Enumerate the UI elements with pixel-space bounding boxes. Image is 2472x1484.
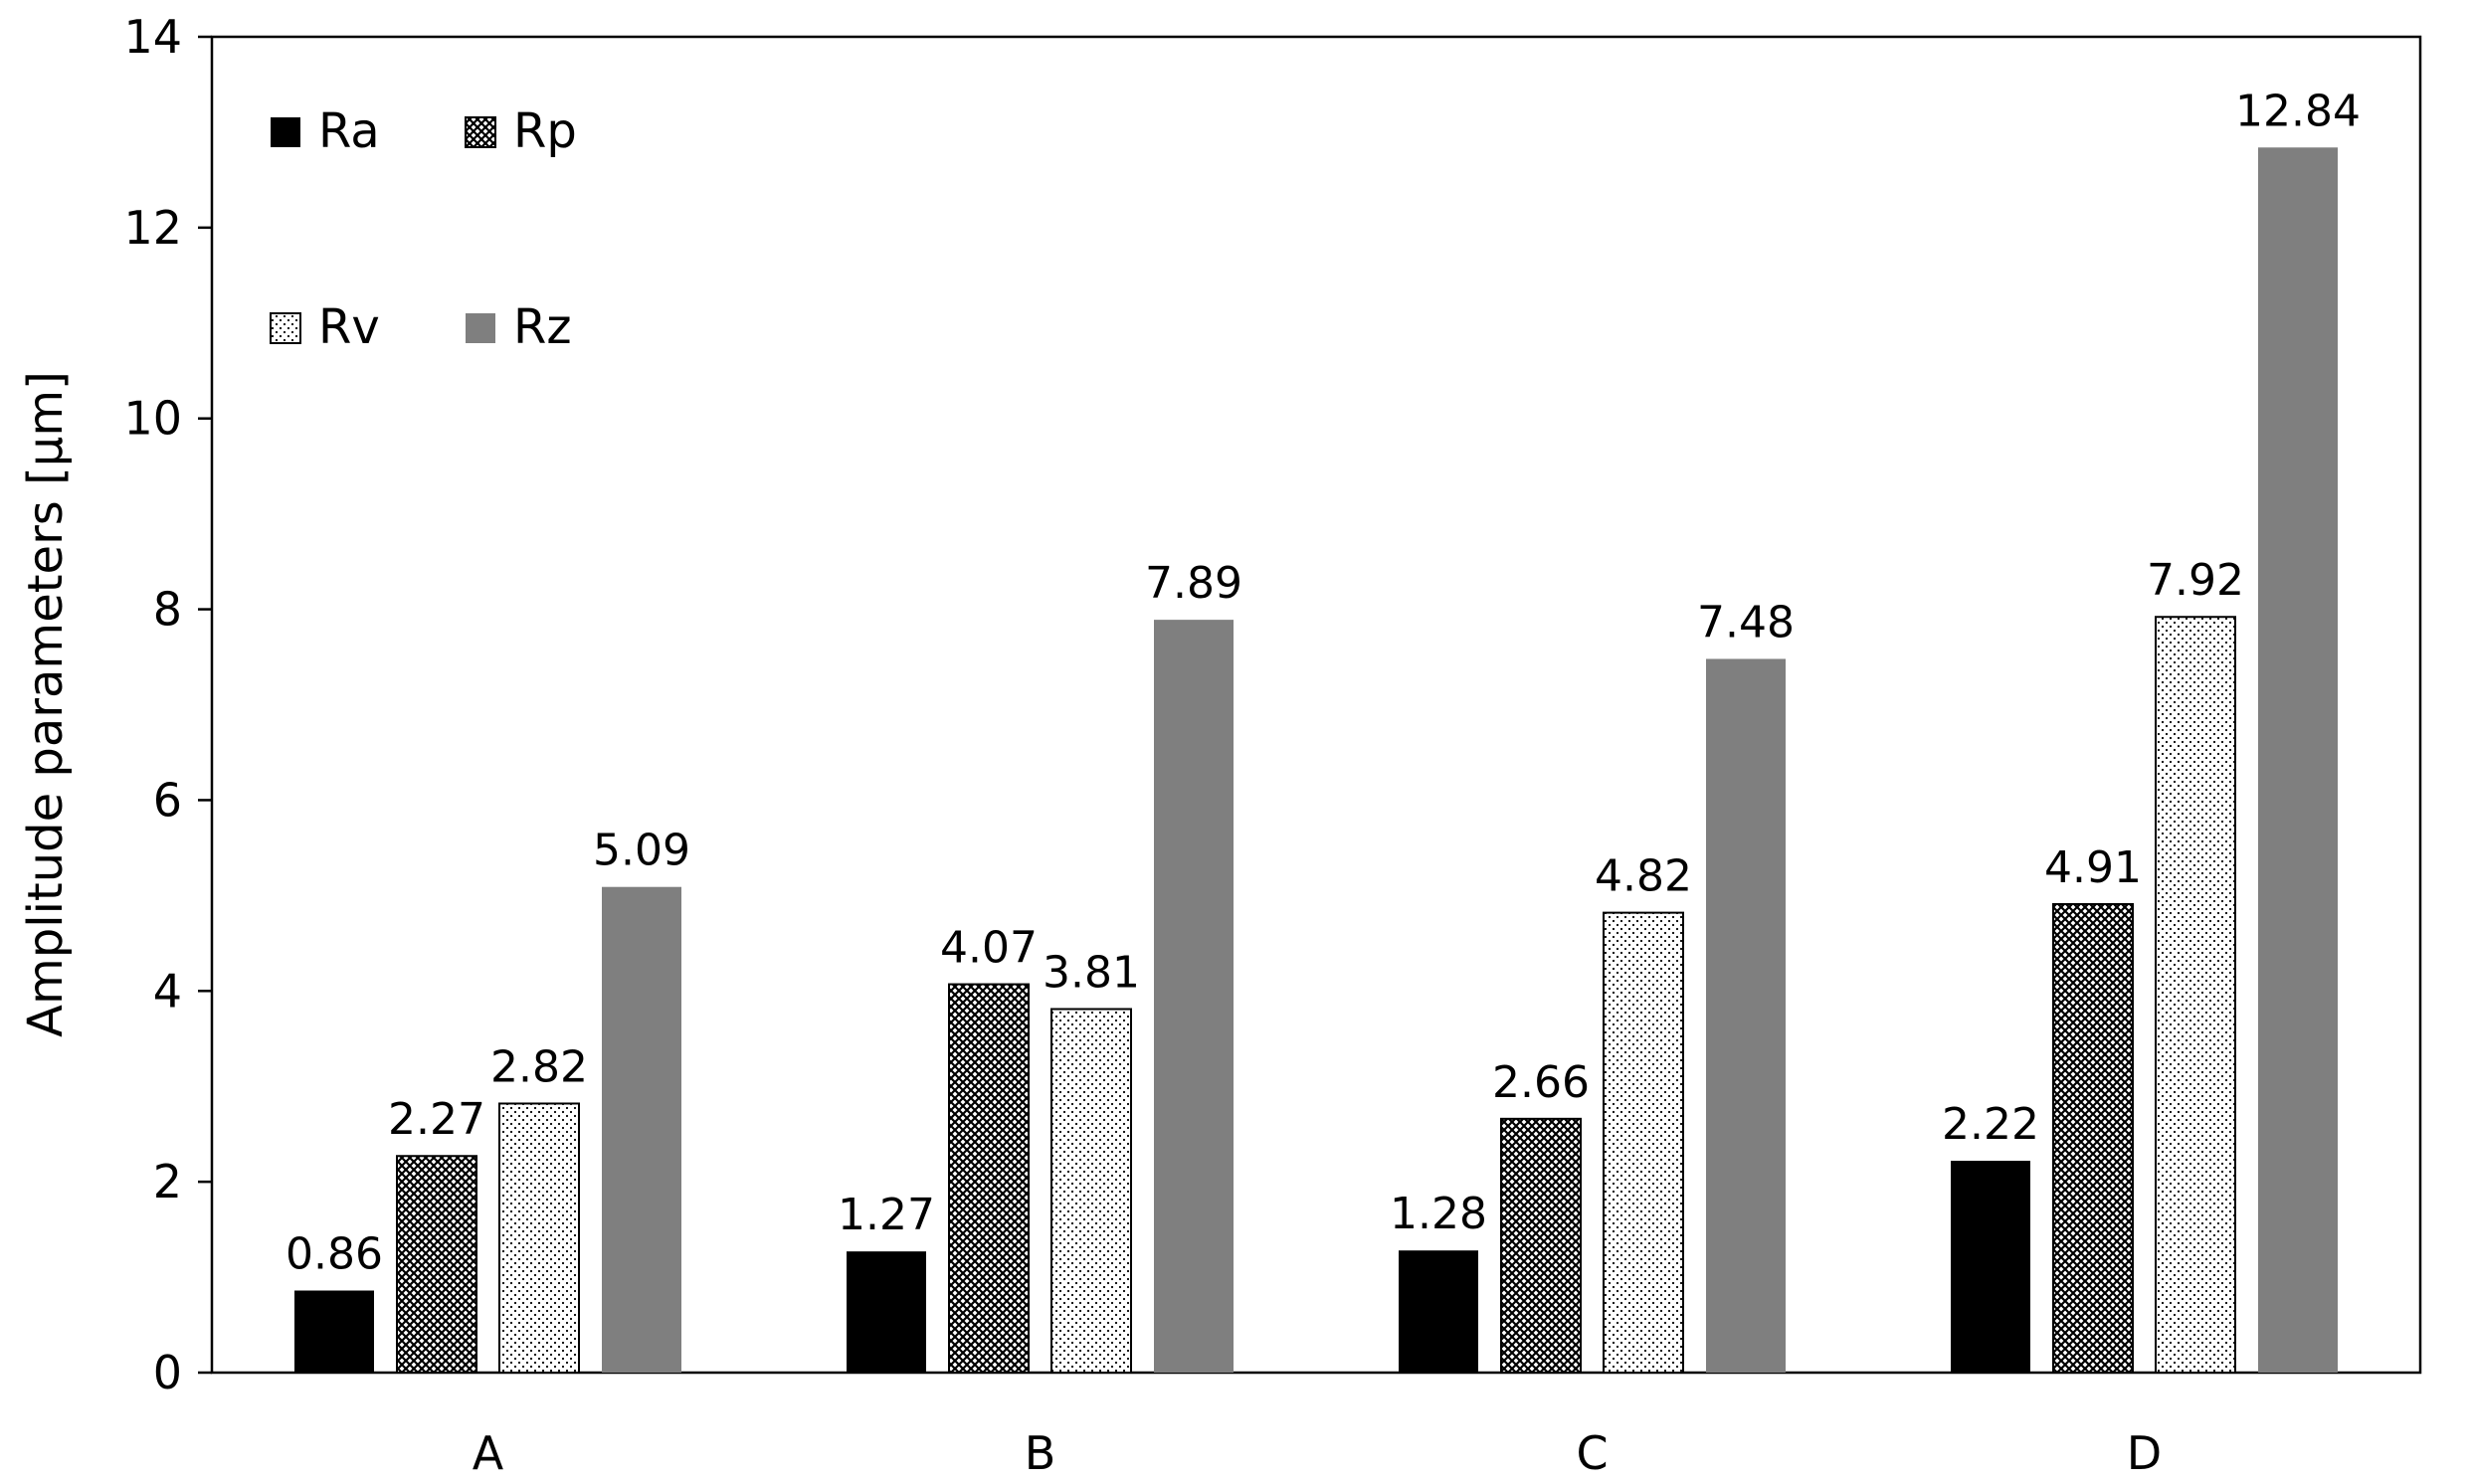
data-label-rp-d: 4.91 (2044, 842, 2142, 893)
x-tick-label: D (2127, 1426, 2162, 1480)
y-tick-label: 8 (153, 583, 182, 637)
x-tick-label: A (473, 1426, 504, 1480)
data-label-ra-b: 1.27 (838, 1190, 935, 1240)
legend-label-ra: Ra (318, 103, 380, 159)
y-axis-title: Amplitude parameters [µm] (18, 371, 74, 1037)
y-tick-label: 0 (153, 1346, 182, 1399)
bar-rp-a (396, 1155, 477, 1375)
y-tick-label: 10 (123, 392, 182, 446)
bar-rz-b (1154, 620, 1234, 1373)
data-label-rz-c: 7.48 (1697, 597, 1795, 648)
data-label-ra-a: 0.86 (285, 1229, 383, 1280)
data-label-rz-b: 7.89 (1145, 558, 1242, 609)
bar-rv-b (1050, 1008, 1132, 1374)
legend-label-rv: Rv (318, 299, 380, 355)
y-tick-label: 6 (153, 773, 182, 827)
bar-rv-a (498, 1102, 580, 1375)
y-tick-label: 12 (123, 201, 182, 255)
bar-rv-d (2155, 616, 2236, 1374)
bar-rp-b (948, 983, 1030, 1375)
bar-rp-c (1500, 1117, 1582, 1374)
data-label-ra-c: 1.28 (1390, 1189, 1487, 1239)
y-tick-label: 14 (123, 10, 182, 64)
bar-labels: 0.86 2.272.82 5.09 1.27 4.07 3.81 7.89 1.28 2.66… (285, 86, 2361, 1279)
legend-swatch-ra (271, 117, 300, 147)
bar-ra-d (1951, 1161, 2030, 1373)
bar-ra-a (294, 1290, 374, 1373)
legend: Ra Rp Rv Rz (270, 103, 577, 355)
data-label-rp-b: 4.07 (940, 923, 1038, 974)
bars (294, 147, 2338, 1375)
data-label-rz-d: 12.84 (2235, 86, 2361, 136)
x-tick-label: C (1576, 1426, 1608, 1480)
data-label-rp-c: 2.66 (1492, 1057, 1590, 1108)
plot-area-frame (210, 35, 2422, 1375)
data-label-rv-b: 3.81 (1043, 948, 1140, 999)
data-label-rv-a: 2.82 (490, 1041, 588, 1092)
legend-swatch-rz (466, 313, 495, 343)
bar-rp-d (2052, 902, 2134, 1374)
bar-ra-c (1399, 1250, 1478, 1373)
y-tick-label: 4 (153, 964, 182, 1018)
bar-rv-c (1603, 911, 1684, 1374)
y-axis: 0 2 4 6 8 10 12 14 (123, 10, 212, 1399)
legend-swatch-rp (465, 116, 496, 148)
legend-label-rz: Rz (513, 299, 572, 355)
data-label-ra-d: 2.22 (1942, 1099, 2039, 1150)
bar-rz-d (2258, 147, 2338, 1374)
data-label-rv-c: 4.82 (1595, 851, 1692, 902)
bar-ra-b (847, 1251, 926, 1373)
x-axis: A B C D (473, 1426, 2162, 1480)
legend-swatch-rv (270, 312, 301, 344)
x-tick-label: B (1025, 1426, 1056, 1480)
legend-label-rp: Rp (513, 103, 577, 159)
y-tick-label: 2 (153, 1155, 182, 1208)
bar-rz-c (1706, 658, 1786, 1373)
data-label-rz-a: 5.09 (593, 826, 690, 876)
bar-rz-a (602, 886, 681, 1373)
data-label-rp-a: 2.27 (388, 1094, 485, 1145)
data-label-rv-d: 7.92 (2147, 555, 2244, 606)
